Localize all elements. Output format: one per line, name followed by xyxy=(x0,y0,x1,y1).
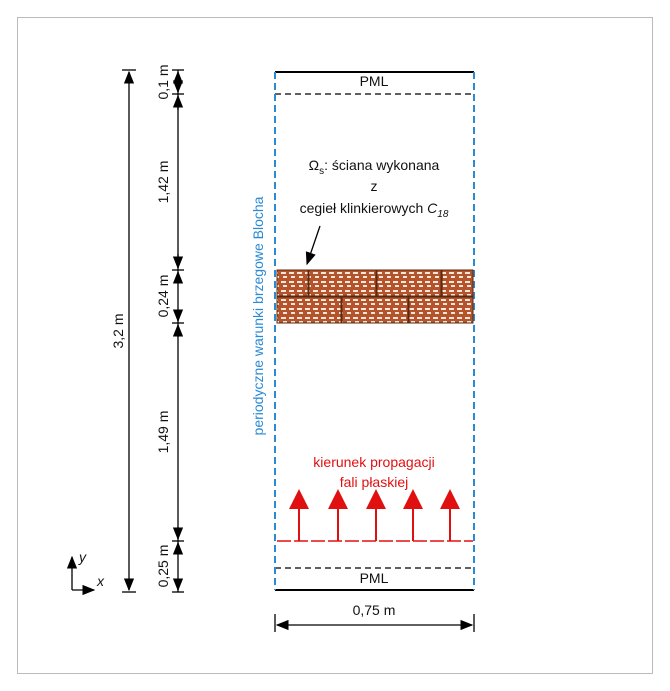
dimension-label: 0,75 m xyxy=(353,602,396,618)
wall-label: z xyxy=(371,178,378,194)
wave-arrows xyxy=(289,489,460,541)
brick-wall xyxy=(276,269,474,324)
axis-label: y xyxy=(78,549,87,565)
wall-label: Ωs: ściana wykonana xyxy=(309,157,440,177)
wave-label: kierunek propagacji xyxy=(313,454,434,470)
axis-label: x xyxy=(96,573,105,589)
dimension-label: 0,25 m xyxy=(155,545,171,588)
pointer-arrow xyxy=(305,225,321,266)
pml-label: PML xyxy=(360,73,389,89)
frame xyxy=(17,17,653,674)
dimension-label: 1,49 m xyxy=(155,411,171,454)
boundary-label: periodyczne warunki brzegowe Blocha xyxy=(250,196,266,435)
wall-label: cegieł klinkierowych C18 xyxy=(300,200,449,220)
dimension-label: 3,2 m xyxy=(110,313,126,348)
dimension-label: 0,1 m xyxy=(155,64,171,99)
dimension-label: 1,42 m xyxy=(155,161,171,204)
pml-label: PML xyxy=(360,570,389,586)
wave-label: fali płaskiej xyxy=(340,474,408,490)
dimension-label: 0,24 m xyxy=(155,275,171,318)
dimension-chain xyxy=(172,69,184,593)
